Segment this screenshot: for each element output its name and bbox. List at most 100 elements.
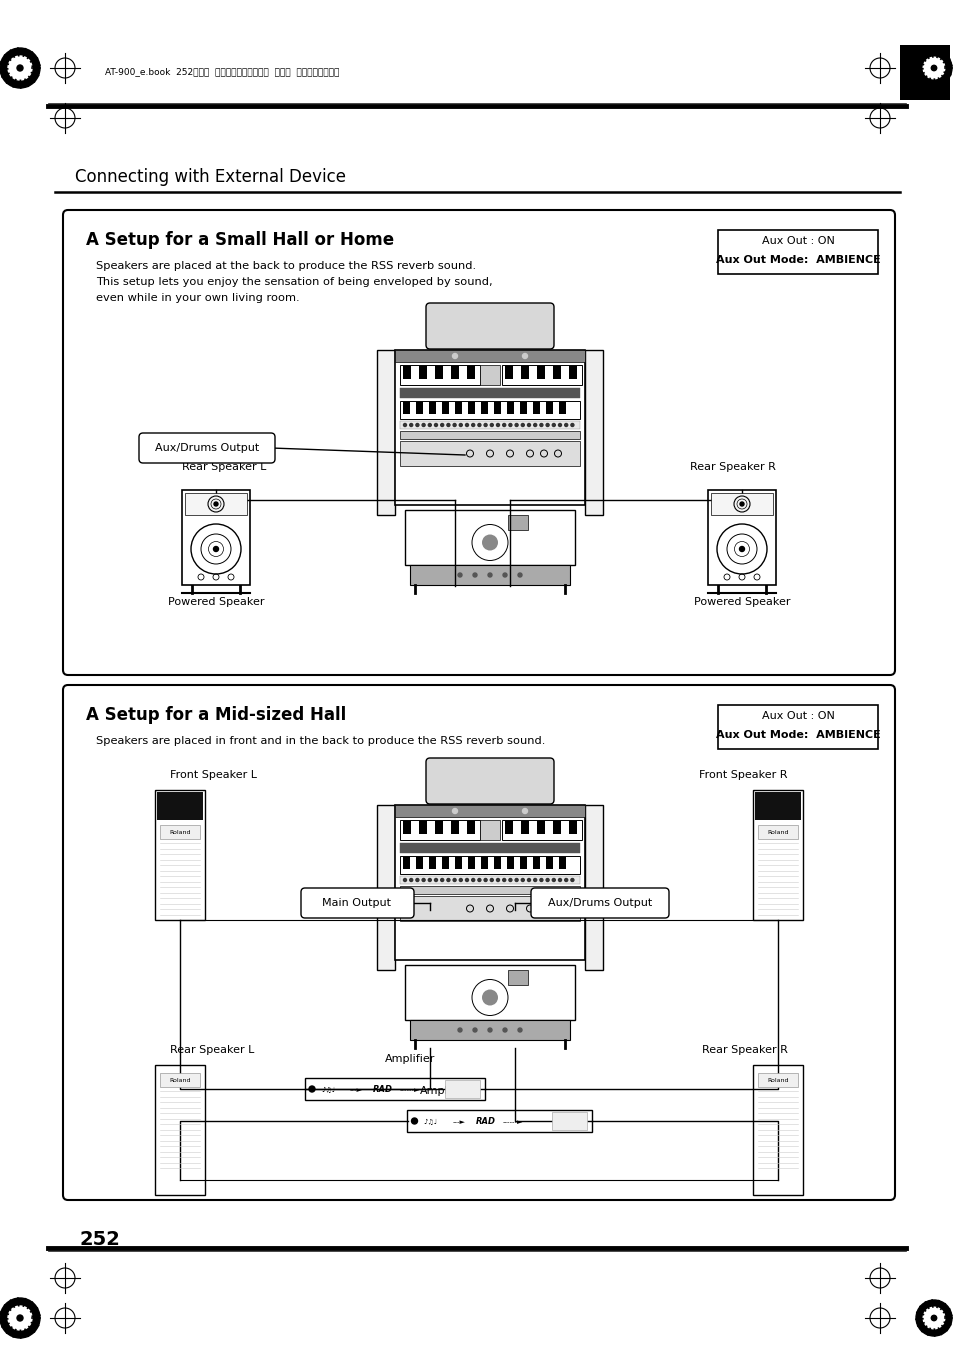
FancyBboxPatch shape xyxy=(395,350,584,362)
FancyBboxPatch shape xyxy=(451,366,458,380)
Circle shape xyxy=(930,65,936,70)
FancyBboxPatch shape xyxy=(399,440,579,466)
FancyBboxPatch shape xyxy=(429,857,436,869)
Text: Front Speaker R: Front Speaker R xyxy=(699,770,787,780)
Circle shape xyxy=(409,423,413,427)
Circle shape xyxy=(452,808,457,813)
FancyBboxPatch shape xyxy=(154,1065,205,1196)
FancyBboxPatch shape xyxy=(558,857,565,869)
Circle shape xyxy=(309,1086,314,1092)
Circle shape xyxy=(481,989,497,1005)
FancyBboxPatch shape xyxy=(416,857,422,869)
FancyBboxPatch shape xyxy=(531,888,668,917)
Circle shape xyxy=(923,1308,943,1329)
Text: ---►: ---► xyxy=(350,1088,362,1093)
Circle shape xyxy=(465,423,468,427)
Circle shape xyxy=(564,423,567,427)
FancyBboxPatch shape xyxy=(185,493,247,515)
Circle shape xyxy=(527,878,530,881)
Circle shape xyxy=(533,878,537,881)
FancyBboxPatch shape xyxy=(399,875,579,884)
FancyBboxPatch shape xyxy=(63,685,894,1200)
Circle shape xyxy=(458,878,462,881)
Circle shape xyxy=(508,878,512,881)
Circle shape xyxy=(457,573,461,577)
Circle shape xyxy=(527,423,530,427)
FancyBboxPatch shape xyxy=(568,366,577,380)
Circle shape xyxy=(453,423,456,427)
FancyBboxPatch shape xyxy=(468,857,475,869)
Circle shape xyxy=(915,1300,951,1336)
FancyBboxPatch shape xyxy=(402,366,411,380)
FancyBboxPatch shape xyxy=(451,821,458,834)
FancyBboxPatch shape xyxy=(480,403,488,413)
FancyBboxPatch shape xyxy=(405,965,575,1020)
FancyBboxPatch shape xyxy=(139,434,274,463)
FancyBboxPatch shape xyxy=(301,888,414,917)
Text: ------►: ------► xyxy=(502,1119,522,1125)
FancyBboxPatch shape xyxy=(455,403,461,413)
Circle shape xyxy=(502,878,505,881)
FancyBboxPatch shape xyxy=(399,431,579,439)
Circle shape xyxy=(17,65,23,72)
Circle shape xyxy=(490,878,493,881)
Circle shape xyxy=(502,1028,506,1032)
FancyBboxPatch shape xyxy=(399,896,579,921)
Text: Aux Out Mode:  AMBIENCE: Aux Out Mode: AMBIENCE xyxy=(715,255,880,265)
FancyBboxPatch shape xyxy=(507,515,527,530)
FancyBboxPatch shape xyxy=(441,403,449,413)
Text: Rear Speaker R: Rear Speaker R xyxy=(689,462,775,471)
Circle shape xyxy=(533,423,537,427)
Circle shape xyxy=(515,878,517,881)
Circle shape xyxy=(213,503,218,507)
FancyBboxPatch shape xyxy=(537,366,544,380)
Circle shape xyxy=(416,878,418,881)
Circle shape xyxy=(434,423,437,427)
Text: ♪♫♩: ♪♫♩ xyxy=(320,1088,335,1093)
Circle shape xyxy=(545,878,549,881)
Text: Aux/Drums Output: Aux/Drums Output xyxy=(154,443,259,453)
Text: AT-900/AT-900C: AT-900/AT-900C xyxy=(435,771,526,785)
Text: Roland: Roland xyxy=(169,830,191,835)
Text: Roland: Roland xyxy=(766,1078,788,1082)
FancyBboxPatch shape xyxy=(399,401,579,419)
Text: This setup lets you enjoy the sensation of being enveloped by sound,: This setup lets you enjoy the sensation … xyxy=(96,277,492,286)
FancyBboxPatch shape xyxy=(405,509,575,565)
FancyBboxPatch shape xyxy=(752,790,802,920)
FancyBboxPatch shape xyxy=(584,805,602,970)
Text: Powered Speaker: Powered Speaker xyxy=(168,597,264,607)
Circle shape xyxy=(403,878,406,881)
Text: A Setup for a Mid-sized Hall: A Setup for a Mid-sized Hall xyxy=(86,707,346,724)
Circle shape xyxy=(213,547,218,551)
FancyBboxPatch shape xyxy=(426,303,554,349)
FancyBboxPatch shape xyxy=(426,758,554,804)
Circle shape xyxy=(483,423,487,427)
FancyBboxPatch shape xyxy=(501,820,581,840)
FancyBboxPatch shape xyxy=(533,857,539,869)
Circle shape xyxy=(473,1028,476,1032)
FancyBboxPatch shape xyxy=(157,792,203,820)
Circle shape xyxy=(570,423,574,427)
Text: Front Speaker L: Front Speaker L xyxy=(170,770,256,780)
Circle shape xyxy=(522,808,527,813)
Circle shape xyxy=(488,573,492,577)
FancyBboxPatch shape xyxy=(519,857,526,869)
Circle shape xyxy=(520,423,524,427)
Text: Speakers are placed in front and in the back to produce the RSS reverb sound.: Speakers are placed in front and in the … xyxy=(96,736,545,746)
FancyBboxPatch shape xyxy=(435,821,442,834)
Text: Connecting with External Device: Connecting with External Device xyxy=(75,168,346,186)
FancyBboxPatch shape xyxy=(455,857,461,869)
Text: AT-900_e.book  252ページ  ２００８年９朎１６日  火曜日  午前１０晎３８分: AT-900_e.book 252ページ ２００８年９朎１６日 火曜日 午前１０… xyxy=(105,68,339,77)
Text: RAD: RAD xyxy=(475,1117,495,1127)
Text: Aux Out Mode:  AMBIENCE: Aux Out Mode: AMBIENCE xyxy=(715,730,880,740)
Circle shape xyxy=(517,573,521,577)
Circle shape xyxy=(0,1298,40,1337)
Circle shape xyxy=(520,878,524,881)
Circle shape xyxy=(539,423,542,427)
Text: Rear Speaker R: Rear Speaker R xyxy=(701,1046,787,1055)
Text: Rear Speaker L: Rear Speaker L xyxy=(182,462,266,471)
Circle shape xyxy=(471,423,475,427)
FancyBboxPatch shape xyxy=(63,209,894,676)
FancyBboxPatch shape xyxy=(584,350,602,515)
Circle shape xyxy=(502,423,505,427)
